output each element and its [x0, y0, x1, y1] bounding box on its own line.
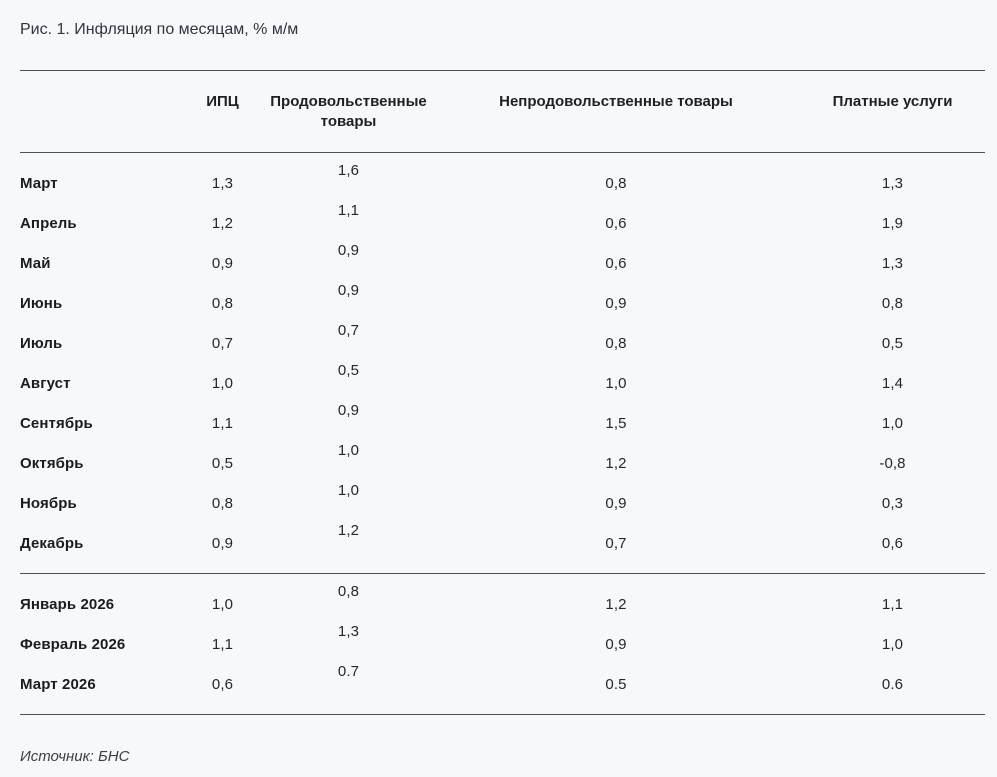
- cell-services: 1,3: [881, 254, 904, 272]
- table-row: Март 2026 0,6 0.7 0.5 0.6: [20, 662, 985, 704]
- cell-cpi: 0,8: [211, 494, 234, 512]
- cell-cpi: 0,5: [211, 454, 234, 472]
- row-month-label: Май: [20, 254, 51, 272]
- figure-title: Рис. 1. Инфляция по месяцам, % м/м: [20, 21, 299, 38]
- cell-cpi: 0,6: [211, 675, 234, 693]
- column-header-services: Платные услуги: [832, 93, 953, 110]
- table-row: Сентябрь 1,1 0,9 1,5 1,0: [20, 401, 985, 443]
- cell-cpi: 1,3: [211, 174, 234, 192]
- inflation-table: ИПЦ Продовольственные товары Непродоволь…: [20, 70, 985, 715]
- cell-services: 0,6: [881, 534, 904, 552]
- table-section-next-year: Январь 2026 1,0 0,8 1,2 1,1 Февраль 2026…: [20, 573, 985, 714]
- cell-nonfood: 1,0: [605, 374, 627, 392]
- cell-nonfood: 1,5: [605, 414, 627, 432]
- row-month-label: Февраль 2026: [20, 635, 126, 653]
- table-row: Май 0,9 0,9 0,6 1,3: [20, 241, 985, 283]
- cell-cpi: 0,9: [211, 534, 234, 552]
- cell-services: 0.6: [881, 675, 904, 693]
- cell-food: 1,1: [337, 201, 360, 219]
- cell-food: 0,9: [337, 241, 360, 259]
- cell-cpi: 1,2: [211, 214, 234, 232]
- cell-services: 1,4: [881, 374, 904, 392]
- column-header-cpi: ИПЦ: [206, 93, 239, 110]
- cell-nonfood: 1,2: [605, 595, 627, 613]
- cell-nonfood: 0,9: [605, 294, 627, 312]
- source-note: Источник: БНС: [20, 748, 130, 765]
- cell-food: 1,0: [337, 441, 360, 459]
- cell-services: 0,8: [881, 294, 904, 312]
- table-section-current-year: Март 1,3 1,6 0,8 1,3 Апрель 1,2 1,1 0,6 …: [20, 153, 985, 573]
- cell-cpi: 0,8: [211, 294, 234, 312]
- cell-food: 1,6: [337, 161, 360, 179]
- table-row: Ноябрь 0,8 1,0 0,9 0,3: [20, 481, 985, 523]
- column-header-month: [20, 92, 180, 152]
- table-row: Январь 2026 1,0 0,8 1,2 1,1: [20, 582, 985, 624]
- cell-cpi: 1,1: [211, 414, 234, 432]
- row-month-label: Июнь: [20, 294, 63, 312]
- cell-nonfood: 0,7: [605, 534, 627, 552]
- cell-services: 0,3: [881, 494, 904, 512]
- cell-nonfood: 1,2: [605, 454, 627, 472]
- row-month-label: Июль: [20, 334, 63, 352]
- cell-services: 1,1: [881, 595, 904, 613]
- table-row: Декабрь 0,9 1,2 0,7 0,6: [20, 521, 985, 563]
- row-month-label: Январь 2026: [20, 595, 115, 613]
- cell-nonfood: 0,6: [605, 214, 627, 232]
- cell-nonfood: 0,6: [605, 254, 627, 272]
- cell-nonfood: 0,9: [605, 494, 627, 512]
- cell-services: -0,8: [879, 454, 906, 472]
- cell-food: 0,5: [337, 361, 360, 379]
- table-header-row: ИПЦ Продовольственные товары Непродоволь…: [20, 70, 985, 153]
- row-month-label: Август: [20, 374, 71, 392]
- cell-cpi: 1,1: [211, 635, 234, 653]
- table-row: Октябрь 0,5 1,0 1,2 -0,8: [20, 441, 985, 483]
- table-row: Февраль 2026 1,1 1,3 0,9 1,0: [20, 622, 985, 664]
- cell-cpi: 0,7: [211, 334, 234, 352]
- cell-services: 1,0: [881, 635, 904, 653]
- row-month-label: Сентябрь: [20, 414, 93, 432]
- cell-cpi: 1,0: [211, 374, 234, 392]
- row-month-label: Март: [20, 174, 58, 192]
- table-row: Август 1,0 0,5 1,0 1,4: [20, 361, 985, 403]
- cell-food: 1,2: [337, 521, 360, 539]
- cell-nonfood: 0,9: [605, 635, 627, 653]
- cell-nonfood: 0,8: [605, 174, 627, 192]
- cell-nonfood: 0,8: [605, 334, 627, 352]
- cell-food: 0,9: [337, 401, 360, 419]
- cell-food: 0,8: [337, 582, 360, 600]
- cell-food: 1,0: [337, 481, 360, 499]
- cell-services: 1,3: [881, 174, 904, 192]
- cell-food: 0,9: [337, 281, 360, 299]
- row-month-label: Ноябрь: [20, 494, 77, 512]
- cell-food: 1,3: [337, 622, 360, 640]
- row-month-label: Октябрь: [20, 454, 84, 472]
- cell-food: 0.7: [337, 662, 360, 680]
- column-header-nonfood: Непродовольственные товары: [499, 93, 733, 110]
- table-row: Июль 0,7 0,7 0,8 0,5: [20, 321, 985, 363]
- table-row: Июнь 0,8 0,9 0,9 0,8: [20, 281, 985, 323]
- cell-services: 0,5: [881, 334, 904, 352]
- cell-cpi: 0,9: [211, 254, 234, 272]
- cell-services: 1,0: [881, 414, 904, 432]
- cell-cpi: 1,0: [211, 595, 234, 613]
- column-header-food: Продовольственные товары: [270, 93, 427, 130]
- table-row: Апрель 1,2 1,1 0,6 1,9: [20, 201, 985, 243]
- cell-services: 1,9: [881, 214, 904, 232]
- row-month-label: Март 2026: [20, 675, 96, 693]
- cell-food: 0,7: [337, 321, 360, 339]
- row-month-label: Апрель: [20, 214, 77, 232]
- cell-nonfood: 0.5: [605, 675, 627, 693]
- row-month-label: Декабрь: [20, 534, 84, 552]
- table-row: Март 1,3 1,6 0,8 1,3: [20, 161, 985, 203]
